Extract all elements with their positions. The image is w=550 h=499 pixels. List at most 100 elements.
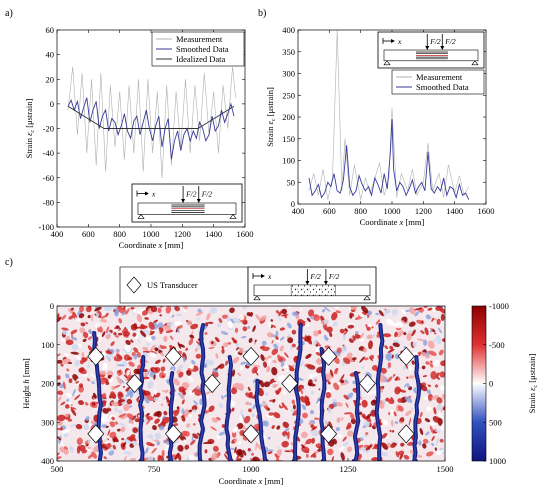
y-tick-label: 400 [282, 25, 295, 35]
strain-speckle [263, 420, 269, 427]
strain-speckle [144, 317, 149, 320]
strain-speckle [218, 363, 225, 369]
strain-speckle [218, 431, 225, 436]
strain-speckle [214, 336, 220, 343]
strain-speckle [347, 422, 352, 429]
x-tick-label: 400 [51, 229, 64, 239]
strain-speckle [90, 373, 95, 378]
strain-speckle [68, 378, 73, 384]
strain-speckle [60, 401, 66, 406]
strain-speckle [427, 384, 431, 387]
strain-speckle [231, 337, 237, 344]
strain-speckle [231, 407, 235, 412]
strain-speckle [70, 336, 78, 341]
strain-speckle [188, 375, 194, 383]
strain-speckle [436, 318, 441, 325]
strain-speckle [87, 454, 94, 459]
strain-speckle [195, 311, 204, 316]
strain-speckle [147, 380, 154, 389]
strain-speckle [418, 440, 422, 446]
strain-speckle [111, 416, 115, 421]
strain-speckle [57, 396, 62, 402]
strain-speckle [113, 332, 117, 336]
strain-speckle [380, 367, 387, 374]
strain-speckle [347, 324, 355, 329]
strain-speckle [70, 351, 80, 355]
strain-speckle [78, 385, 84, 393]
strain-speckle [406, 383, 410, 389]
strain-speckle [272, 383, 278, 388]
y-tick-label: 0 [291, 199, 295, 209]
strain-speckle [91, 402, 96, 406]
strain-speckle [87, 329, 94, 334]
strain-speckle [248, 391, 253, 398]
strain-speckle [60, 440, 64, 446]
x-tick-label: 750 [148, 464, 161, 474]
strain-speckle [229, 318, 234, 322]
strain-speckle [74, 394, 81, 401]
strain-speckle [221, 314, 228, 319]
strain-speckle [307, 379, 313, 387]
strain-speckle [432, 416, 440, 423]
y-axis-label: Strain εc [μstrain] [24, 98, 36, 158]
strain-speckle [366, 413, 372, 419]
strain-speckle [304, 321, 310, 327]
strain-speckle [66, 368, 70, 372]
strain-speckle [396, 330, 404, 338]
strain-speckle [150, 306, 158, 313]
colorbar-tick-label: 0 [489, 379, 493, 389]
strain-speckle [173, 423, 179, 427]
strain-speckle [305, 353, 312, 359]
strain-speckle [122, 442, 127, 448]
strain-speckle [392, 374, 398, 380]
strain-speckle [368, 340, 373, 350]
strain-speckle [192, 433, 199, 439]
strain-speckle [433, 332, 437, 335]
crack-core [413, 356, 420, 461]
strain-speckle [129, 458, 137, 461]
strain-speckle [133, 368, 140, 375]
strain-speckle [403, 332, 407, 336]
legend-entry: Measurement [416, 72, 463, 82]
strain-speckle [365, 444, 373, 451]
strain-speckle [425, 361, 430, 365]
strain-speckle [120, 426, 126, 433]
strain-speckle [173, 439, 179, 445]
load-arrow-head-icon [196, 199, 201, 203]
strain-speckle [65, 392, 72, 398]
strain-speckle [372, 333, 376, 339]
strain-speckle [84, 401, 89, 406]
strain-speckle [183, 439, 187, 443]
strain-speckle [281, 440, 289, 448]
strain-speckle [389, 429, 392, 433]
strain-speckle [114, 335, 119, 338]
strain-speckle [181, 430, 188, 437]
strain-speckle [102, 414, 108, 420]
strain-speckle [57, 390, 64, 396]
strain-speckle [110, 355, 115, 359]
strain-speckle [421, 419, 424, 422]
strain-speckle [343, 357, 351, 365]
colorbar-tick-label: 1000 [489, 456, 506, 466]
strain-speckle [234, 438, 238, 442]
strain-speckle [316, 442, 321, 448]
strain-speckle [98, 370, 107, 375]
strain-speckle [177, 328, 180, 334]
strain-speckle [229, 307, 235, 314]
strain-speckle [123, 455, 127, 461]
strain-speckle [83, 423, 90, 430]
strain-speckle [186, 423, 191, 428]
strain-speckle [277, 375, 286, 382]
strain-speckle [361, 399, 368, 408]
strain-speckle [430, 371, 438, 380]
strain-speckle [221, 424, 226, 428]
strain-speckle [79, 444, 86, 452]
strain-speckle [284, 352, 289, 358]
strain-speckle [163, 371, 168, 374]
strain-speckle [175, 313, 183, 317]
strain-speckle [426, 406, 432, 412]
strain-speckle [408, 375, 415, 379]
strain-speckle [251, 452, 254, 456]
strain-speckle [61, 428, 71, 434]
strain-speckle [220, 395, 224, 400]
